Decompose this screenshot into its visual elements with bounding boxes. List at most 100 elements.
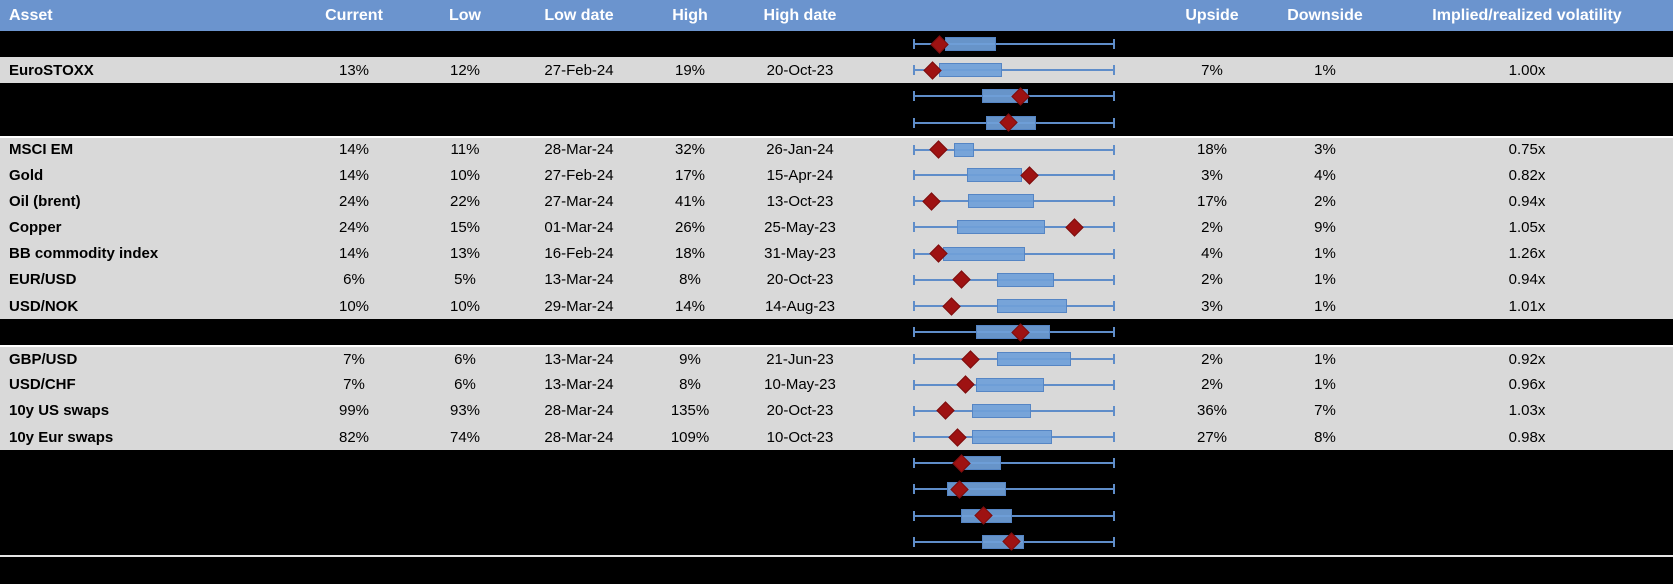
cell-downside[interactable]: 4% xyxy=(1314,166,1336,184)
cell-downside[interactable]: 9% xyxy=(1314,218,1336,236)
cell-asset[interactable]: USD/NOK xyxy=(9,297,79,315)
cell-low_date[interactable]: 16-Feb-24 xyxy=(544,245,614,263)
cell-implied[interactable]: 0.94x xyxy=(1508,271,1546,289)
cell-low_date[interactable]: 13-Mar-24 xyxy=(544,376,614,394)
cell-low_date[interactable]: 28-Mar-24 xyxy=(544,141,614,159)
cell-low_date[interactable]: 27-Feb-24 xyxy=(544,166,614,184)
cell-low_date[interactable]: 27-Mar-24 xyxy=(544,192,614,210)
cell-high_date[interactable]: 14-Aug-23 xyxy=(764,297,836,315)
cell-low[interactable]: 13% xyxy=(449,245,481,263)
cell-low[interactable]: 6% xyxy=(454,350,476,368)
cell-downside[interactable]: 1% xyxy=(1314,297,1336,315)
cell-implied[interactable]: 0.75x xyxy=(1508,141,1546,159)
cell-implied[interactable]: 0.94x xyxy=(1508,192,1546,210)
cell-downside[interactable]: 7% xyxy=(1314,402,1336,420)
cell-current[interactable]: 13% xyxy=(338,61,370,79)
cell-current[interactable]: 24% xyxy=(338,192,370,210)
cell-low[interactable]: 12% xyxy=(449,61,481,79)
cell-high_date[interactable]: 21-Jun-23 xyxy=(766,350,834,368)
cell-upside[interactable]: 2% xyxy=(1201,376,1223,394)
cell-low_date[interactable]: 13-Mar-24 xyxy=(544,271,614,289)
cell-high_date[interactable]: 10-Oct-23 xyxy=(766,428,834,446)
cell-implied[interactable]: 1.05x xyxy=(1508,218,1546,236)
cell-upside[interactable]: 4% xyxy=(1201,245,1223,263)
cell-high[interactable]: 26% xyxy=(674,218,706,236)
cell-downside[interactable]: 1% xyxy=(1314,271,1336,289)
cell-high[interactable]: 41% xyxy=(674,192,706,210)
column-header-high_date[interactable]: High date xyxy=(763,7,837,24)
column-header-downside[interactable]: Downside xyxy=(1287,7,1363,24)
cell-asset[interactable]: Oil (brent) xyxy=(9,192,81,210)
cell-downside[interactable]: 1% xyxy=(1314,245,1336,263)
cell-asset[interactable]: 10y Eur swaps xyxy=(9,428,114,446)
cell-asset[interactable]: MSCI EM xyxy=(9,141,74,159)
cell-high[interactable]: 8% xyxy=(679,376,701,394)
cell-asset[interactable]: USD/CHF xyxy=(9,376,76,394)
cell-low_date[interactable]: 28-Mar-24 xyxy=(544,402,614,420)
cell-high_date[interactable]: 20-Oct-23 xyxy=(766,61,834,79)
cell-downside[interactable]: 1% xyxy=(1314,350,1336,368)
cell-upside[interactable]: 3% xyxy=(1201,297,1223,315)
column-header-current[interactable]: Current xyxy=(325,7,383,24)
cell-high[interactable]: 19% xyxy=(674,61,706,79)
cell-current[interactable]: 99% xyxy=(338,402,370,420)
cell-low[interactable]: 11% xyxy=(450,141,480,159)
cell-low[interactable]: 22% xyxy=(449,192,481,210)
cell-high[interactable]: 18% xyxy=(674,245,706,263)
cell-downside[interactable]: 8% xyxy=(1314,428,1336,446)
cell-upside[interactable]: 18% xyxy=(1196,141,1228,159)
cell-current[interactable]: 24% xyxy=(338,218,370,236)
cell-implied[interactable]: 1.00x xyxy=(1508,61,1546,79)
cell-low[interactable]: 15% xyxy=(449,218,481,236)
cell-upside[interactable]: 3% xyxy=(1201,166,1223,184)
cell-asset[interactable]: 10y US swaps xyxy=(9,402,110,420)
cell-high_date[interactable]: 10-May-23 xyxy=(764,376,836,394)
cell-asset[interactable]: EuroSTOXX xyxy=(9,61,94,79)
cell-current[interactable]: 7% xyxy=(343,376,365,394)
cell-high_date[interactable]: 25-May-23 xyxy=(764,218,836,236)
cell-upside[interactable]: 27% xyxy=(1196,428,1228,446)
column-header-implied[interactable]: Implied/realized volatility xyxy=(1432,7,1622,24)
cell-upside[interactable]: 7% xyxy=(1201,61,1223,79)
cell-current[interactable]: 6% xyxy=(343,271,365,289)
cell-high_date[interactable]: 13-Oct-23 xyxy=(766,192,834,210)
cell-low[interactable]: 5% xyxy=(454,271,476,289)
cell-high_date[interactable]: 31-May-23 xyxy=(764,245,836,263)
cell-current[interactable]: 10% xyxy=(338,297,370,315)
cell-current[interactable]: 14% xyxy=(338,245,370,263)
cell-high_date[interactable]: 20-Oct-23 xyxy=(766,271,834,289)
cell-downside[interactable]: 2% xyxy=(1314,192,1336,210)
cell-downside[interactable]: 1% xyxy=(1314,376,1336,394)
cell-low_date[interactable]: 29-Mar-24 xyxy=(544,297,614,315)
cell-high[interactable]: 32% xyxy=(674,141,706,159)
cell-high_date[interactable]: 20-Oct-23 xyxy=(766,402,834,420)
cell-asset[interactable]: GBP/USD xyxy=(9,350,78,368)
column-header-upside[interactable]: Upside xyxy=(1185,7,1239,24)
cell-upside[interactable]: 2% xyxy=(1201,218,1223,236)
cell-current[interactable]: 7% xyxy=(343,350,365,368)
cell-current[interactable]: 14% xyxy=(338,141,370,159)
cell-high_date[interactable]: 26-Jan-24 xyxy=(766,141,834,159)
cell-high_date[interactable]: 15-Apr-24 xyxy=(766,166,834,184)
cell-asset[interactable]: EUR/USD xyxy=(9,271,77,289)
cell-high[interactable]: 8% xyxy=(679,271,701,289)
cell-low[interactable]: 74% xyxy=(449,428,481,446)
cell-low_date[interactable]: 28-Mar-24 xyxy=(544,428,614,446)
column-header-asset[interactable]: Asset xyxy=(9,7,53,24)
column-header-low[interactable]: Low xyxy=(449,7,481,24)
cell-high[interactable]: 109% xyxy=(670,428,710,446)
cell-low[interactable]: 10% xyxy=(449,297,481,315)
cell-current[interactable]: 82% xyxy=(338,428,370,446)
cell-downside[interactable]: 1% xyxy=(1314,61,1336,79)
cell-implied[interactable]: 1.26x xyxy=(1508,245,1546,263)
cell-high[interactable]: 14% xyxy=(674,297,706,315)
cell-implied[interactable]: 0.82x xyxy=(1508,166,1546,184)
column-header-low_date[interactable]: Low date xyxy=(544,7,614,24)
cell-low[interactable]: 10% xyxy=(449,166,481,184)
cell-high[interactable]: 135% xyxy=(670,402,710,420)
cell-upside[interactable]: 17% xyxy=(1196,192,1228,210)
cell-downside[interactable]: 3% xyxy=(1314,141,1336,159)
column-header-high[interactable]: High xyxy=(672,7,708,24)
cell-implied[interactable]: 1.01x xyxy=(1508,297,1546,315)
cell-low_date[interactable]: 27-Feb-24 xyxy=(544,61,614,79)
